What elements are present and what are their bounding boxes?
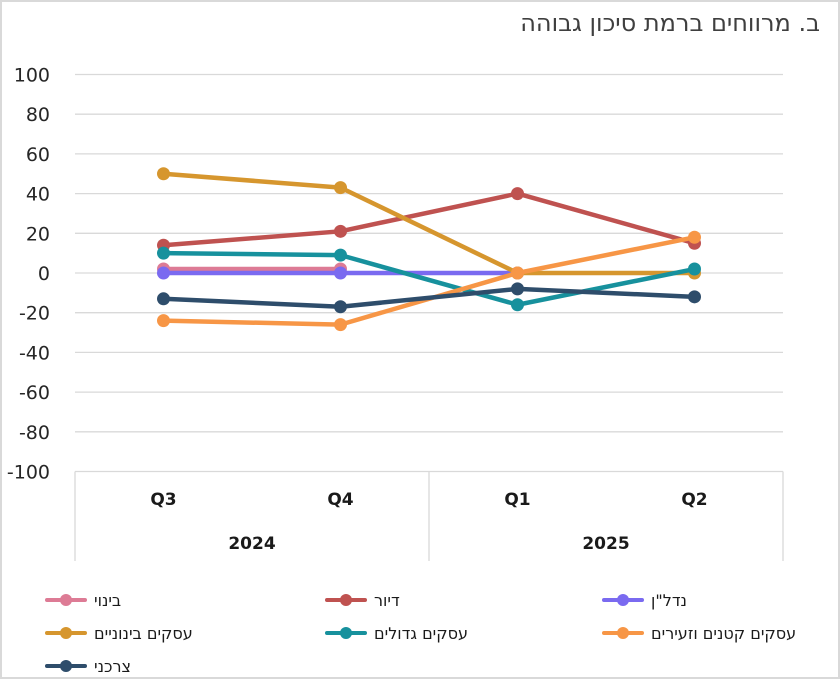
series-point-real-estate-1 xyxy=(334,266,347,280)
year-label: 2025 xyxy=(582,534,629,554)
series-point-large-businesses-0 xyxy=(157,246,170,260)
category-label: Q1 xyxy=(504,490,530,510)
y-tick-label: 40 xyxy=(26,184,50,206)
y-tick-label: 100 xyxy=(14,65,50,87)
y-tick-label: -40 xyxy=(19,342,50,364)
series-point-housing-2 xyxy=(511,187,524,201)
series-line-medium-businesses xyxy=(161,171,697,276)
series-point-housing-1 xyxy=(334,224,347,238)
series-point-small-micro-businesses-2 xyxy=(511,266,524,280)
series-point-small-micro-businesses-3 xyxy=(688,230,701,244)
y-tick-label: 0 xyxy=(38,263,50,285)
series-point-large-businesses-2 xyxy=(511,298,524,312)
series-line-housing xyxy=(161,191,697,248)
y-tick-label: -60 xyxy=(19,382,50,404)
y-tick-label: -20 xyxy=(19,303,50,325)
series-point-consumer-2 xyxy=(511,282,524,296)
series-point-small-micro-businesses-0 xyxy=(157,314,170,328)
series-point-consumer-1 xyxy=(334,300,347,314)
series-line-large-businesses xyxy=(161,250,697,308)
series-point-large-businesses-1 xyxy=(334,248,347,262)
y-tick-label: 60 xyxy=(26,144,50,166)
series-point-small-micro-businesses-1 xyxy=(334,318,347,332)
series-point-real-estate-0 xyxy=(157,266,170,280)
category-label: Q4 xyxy=(327,490,353,510)
series-point-consumer-3 xyxy=(688,290,701,304)
chart-title: ב. מרווחים ברמת סיכון גבוהה xyxy=(520,9,820,37)
series-point-consumer-0 xyxy=(157,292,170,306)
series-line-consumer xyxy=(161,286,697,309)
y-tick-label: -100 xyxy=(7,462,50,484)
y-tick-label: 20 xyxy=(26,223,50,245)
y-tick-label: 80 xyxy=(26,104,50,126)
series-point-medium-businesses-0 xyxy=(157,167,170,181)
category-label: Q3 xyxy=(150,490,176,510)
series-point-medium-businesses-1 xyxy=(334,181,347,195)
y-tick-label: -80 xyxy=(19,422,50,444)
category-label: Q2 xyxy=(681,490,707,510)
year-label: 2024 xyxy=(228,534,275,554)
series-point-large-businesses-3 xyxy=(688,262,701,276)
